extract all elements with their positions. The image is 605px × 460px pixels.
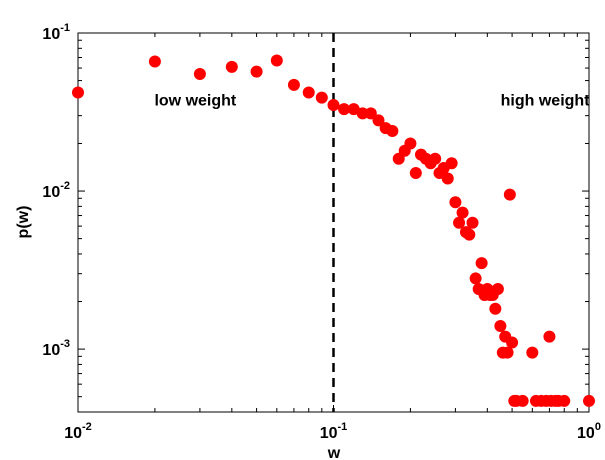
x-tick-labels: 10-2 10-1 100 [64, 421, 601, 442]
data-point [404, 137, 417, 150]
data-point [558, 394, 571, 407]
data-point [287, 78, 300, 91]
y-tick-label: 10-2 [42, 180, 70, 201]
data-point [302, 86, 315, 99]
x-tick-label: 10-2 [64, 421, 92, 442]
data-point [469, 272, 482, 285]
y-tick-label: 10-3 [42, 338, 70, 359]
data-point [148, 55, 161, 68]
data-point [489, 302, 502, 315]
data-point [364, 107, 377, 120]
data-point [429, 152, 442, 165]
y-tick-labels: 10-3 10-2 10-1 [42, 22, 70, 359]
data-point [516, 394, 529, 407]
y-tick-label: 10-1 [42, 22, 70, 43]
data-point [506, 336, 519, 349]
data-point [583, 394, 595, 407]
data-point [338, 103, 351, 116]
data-point [491, 283, 504, 296]
data-point [347, 103, 360, 116]
data-point [453, 216, 466, 229]
data-points [72, 54, 595, 407]
data-point [225, 60, 238, 73]
data-point [463, 228, 476, 241]
data-point [449, 196, 462, 209]
data-point [456, 206, 469, 219]
data-point [475, 257, 488, 270]
data-point [543, 330, 556, 343]
data-point [494, 320, 507, 333]
x-tick-label: 10-1 [320, 421, 348, 442]
data-point [193, 68, 206, 81]
x-tick-label: 100 [577, 421, 601, 442]
data-point [327, 99, 340, 112]
data-point [445, 157, 458, 170]
annotation-label: high weight [501, 92, 591, 109]
data-point [501, 346, 514, 359]
data-point [466, 216, 479, 229]
data-point [72, 86, 84, 99]
data-point [315, 91, 328, 104]
data-point [503, 188, 516, 201]
data-point [441, 172, 454, 185]
data-point [356, 107, 369, 120]
annotations: low weight high weight [154, 92, 590, 109]
y-axis-label: p(w) [15, 206, 32, 239]
data-point [526, 346, 539, 359]
annotation-label: low weight [154, 92, 236, 109]
data-point [270, 54, 283, 67]
data-point [250, 65, 263, 78]
data-point [386, 124, 399, 137]
data-point [409, 167, 422, 180]
data-point [372, 114, 385, 127]
x-axis-label: w [327, 445, 341, 460]
